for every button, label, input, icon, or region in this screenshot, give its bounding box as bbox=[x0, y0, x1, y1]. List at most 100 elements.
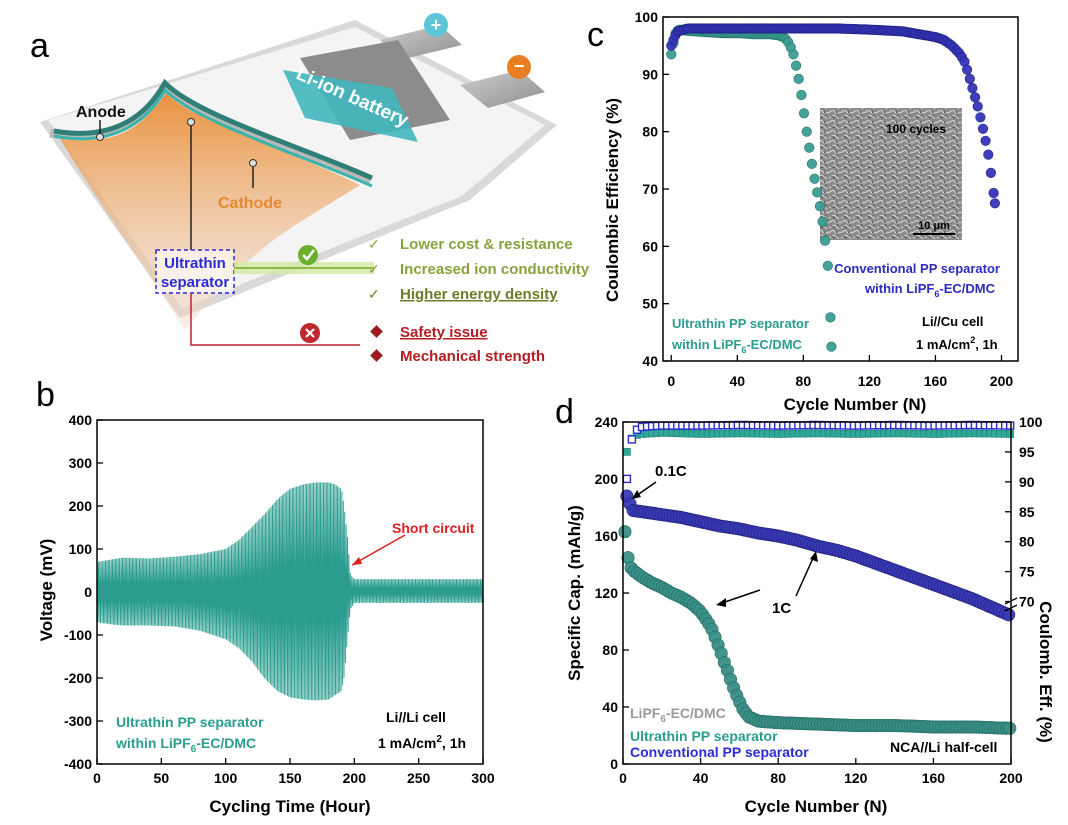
ultrathin-ce-point bbox=[822, 260, 833, 271]
chart-b-xlabel: Cycling Time (Hour) bbox=[209, 797, 370, 816]
chart-d-legend-conventional: Conventional PP separator bbox=[630, 744, 809, 760]
cathode-marker bbox=[249, 159, 257, 167]
x-tick-label: 0 bbox=[667, 373, 675, 389]
conventional-ce-point bbox=[989, 198, 1001, 209]
pro-item-3: Higher energy density bbox=[400, 286, 558, 303]
ultrathin-ce-point bbox=[814, 201, 826, 212]
right-y-tick-label: 80 bbox=[1019, 534, 1035, 550]
right-axis-break-icon bbox=[1004, 597, 1018, 612]
ultrathin-ce-point bbox=[798, 108, 810, 119]
chart-b-cell-line1: Li//Li cell bbox=[386, 709, 446, 725]
ultrathin-ce-point bbox=[796, 89, 807, 101]
y-tick-label: 70 bbox=[642, 181, 658, 197]
ultrathin-ce-point bbox=[809, 173, 820, 184]
arrow-head-icon bbox=[632, 490, 641, 499]
chart-c-cell-line2: 1 mA/cm2, 1h bbox=[916, 335, 998, 352]
chart-b-annotation: Short circuit bbox=[392, 520, 475, 536]
right-y-tick-label: 70 bbox=[1019, 594, 1035, 610]
chart-c-cell-line1: Li//Cu cell bbox=[922, 314, 983, 329]
x-tick-label: 0 bbox=[93, 770, 101, 786]
y-tick-label: 200 bbox=[595, 471, 619, 487]
chart-b-cell-line2: 1 mA/cm2, 1h bbox=[378, 734, 466, 751]
conventional-ce-point bbox=[977, 123, 989, 134]
separator-label-line2: separator bbox=[161, 274, 230, 291]
con-connector bbox=[190, 293, 360, 346]
y-tick-label: 60 bbox=[642, 238, 658, 254]
y-tick-label: 80 bbox=[642, 124, 658, 140]
right-y-tick-label: 85 bbox=[1019, 504, 1035, 520]
conventional-ce-point bbox=[975, 112, 986, 123]
chart-c-legend-ultrathin-1: Ultrathin PP separator bbox=[672, 316, 809, 331]
negative-symbol: − bbox=[514, 56, 525, 76]
sem-scale-label: 10 μm bbox=[918, 220, 950, 232]
x-tick-label: 40 bbox=[693, 770, 709, 786]
panel-d-letter: d bbox=[555, 393, 574, 431]
x-tick-label: 80 bbox=[770, 770, 786, 786]
panel-c-letter: c bbox=[587, 16, 604, 54]
panel-a-letter: a bbox=[30, 27, 49, 65]
y-tick-label: -200 bbox=[64, 670, 92, 686]
y-tick-label: 120 bbox=[595, 585, 619, 601]
panel-a: a Li-ion battery + − Anode Cathode bbox=[30, 13, 590, 365]
y-tick-label: 300 bbox=[69, 455, 93, 471]
y-tick-label: 40 bbox=[602, 699, 618, 715]
cathode-label: Cathode bbox=[218, 195, 282, 212]
cathode-layer bbox=[58, 92, 360, 330]
pros-list: ✓ Lower cost & resistance ✓ Increased io… bbox=[368, 236, 590, 303]
right-y-tick-label: 100 bbox=[1019, 414, 1043, 430]
y-tick-label: 200 bbox=[69, 498, 93, 514]
x-tick-label: 120 bbox=[844, 770, 868, 786]
chart-c-frame bbox=[662, 16, 1019, 362]
x-tick-label: 160 bbox=[924, 373, 948, 389]
chart-c-ticks: 0 40 80 120 160 200 100 90 80 70 60 50 40 bbox=[635, 9, 1014, 389]
conventional-ce-point bbox=[972, 101, 983, 112]
conventional-ce-marker bbox=[627, 435, 637, 444]
x-tick-label: 50 bbox=[154, 770, 170, 786]
ultrathin-ce-point bbox=[812, 187, 823, 198]
panel-d: d Specific Cap. (mAh/g) Coulomb. Eff. (%… bbox=[555, 393, 1055, 816]
x-tick-label: 120 bbox=[858, 373, 882, 389]
x-tick-label: 0 bbox=[619, 770, 627, 786]
pro-item-1: Lower cost & resistance bbox=[400, 236, 573, 253]
chart-b-short-circuit: Short circuit bbox=[351, 520, 475, 566]
separator-marker bbox=[187, 118, 195, 126]
chart-b-plot-area bbox=[96, 482, 484, 701]
ultrathin-ce-point bbox=[666, 49, 677, 60]
chart-b-legend-line2: within LiPF6-EC/DMC bbox=[115, 735, 256, 755]
cross-mark-icon bbox=[305, 328, 315, 338]
chart-c-ylabel: Coulombic Efficiency (%) bbox=[603, 98, 622, 302]
x-tick-label: 200 bbox=[990, 373, 1014, 389]
ultrathin-capacity-point bbox=[618, 525, 632, 539]
ultrathin-ce-point bbox=[826, 341, 837, 352]
anode-layer bbox=[53, 78, 374, 181]
chart-b-frame bbox=[96, 419, 484, 765]
x-tick-label: 200 bbox=[343, 770, 367, 786]
chart-d-arrow-01c bbox=[635, 481, 657, 497]
x-tick-label: 150 bbox=[278, 770, 302, 786]
right-y-tick-label: 90 bbox=[1019, 474, 1035, 490]
conventional-ce-point bbox=[967, 82, 978, 94]
x-tick-label: 40 bbox=[730, 373, 746, 389]
chart-d-plot-area bbox=[618, 420, 1017, 735]
conventional-ce-point bbox=[969, 92, 981, 103]
sem-inset-label: 100 cycles bbox=[886, 122, 946, 136]
chart-b-ylabel: Voltage (mV) bbox=[37, 539, 56, 642]
arrow-head-icon bbox=[716, 598, 726, 607]
check-circle-icon bbox=[298, 245, 318, 265]
con-item-2: Mechanical strength bbox=[400, 348, 545, 365]
chart-c-xlabel: Cycle Number (N) bbox=[784, 395, 927, 414]
conventional-ce-marker bbox=[622, 474, 632, 484]
arrow-head-icon bbox=[810, 551, 818, 562]
ultrathin-ce-point bbox=[793, 73, 804, 84]
chart-d-legend-ultrathin: Ultrathin PP separator bbox=[630, 728, 778, 744]
pro-check-icon: ✓ bbox=[368, 261, 380, 277]
chart-c-legend-conventional-1: Conventional PP separator bbox=[834, 261, 1000, 276]
chart-d-annotation-1c: 1C bbox=[772, 600, 791, 617]
ultrathin-capacity-point bbox=[1003, 721, 1017, 735]
negative-terminal-icon bbox=[507, 55, 531, 79]
ultrathin-ce-point bbox=[806, 158, 818, 169]
conventional-ce-point bbox=[985, 167, 997, 178]
x-tick-label: 200 bbox=[999, 770, 1023, 786]
y-tick-label: -300 bbox=[64, 713, 92, 729]
